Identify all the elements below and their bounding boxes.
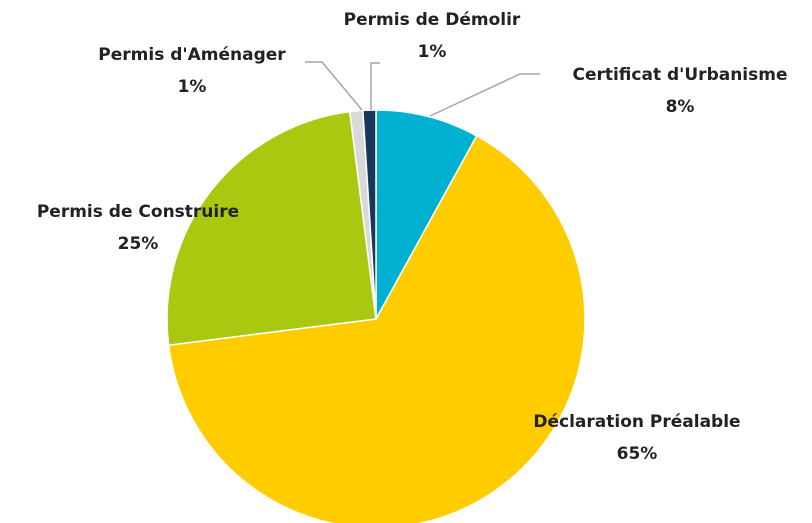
leader-line: [305, 61, 363, 111]
pie-slice: [375, 109, 478, 320]
pie-slice: [166, 110, 377, 347]
pie-slice: [362, 109, 377, 320]
slice-value-label: 1%: [418, 42, 447, 62]
slice-value-label: 8%: [666, 97, 695, 117]
slice-label: Permis de Démolir: [344, 10, 521, 30]
slice-label: Permis d'Aménager: [98, 45, 286, 65]
slice-value-label: 65%: [617, 444, 658, 464]
slice-value-label: 25%: [118, 234, 159, 254]
leader-line: [370, 62, 380, 110]
pie-slice: [167, 134, 586, 523]
slice-label: Permis de Construire: [37, 202, 239, 222]
slice-value-label: 1%: [178, 77, 207, 97]
slice-label: Certificat d'Urbanisme: [572, 65, 787, 85]
leader-line: [429, 73, 540, 117]
slice-label: Déclaration Préalable: [533, 412, 740, 432]
